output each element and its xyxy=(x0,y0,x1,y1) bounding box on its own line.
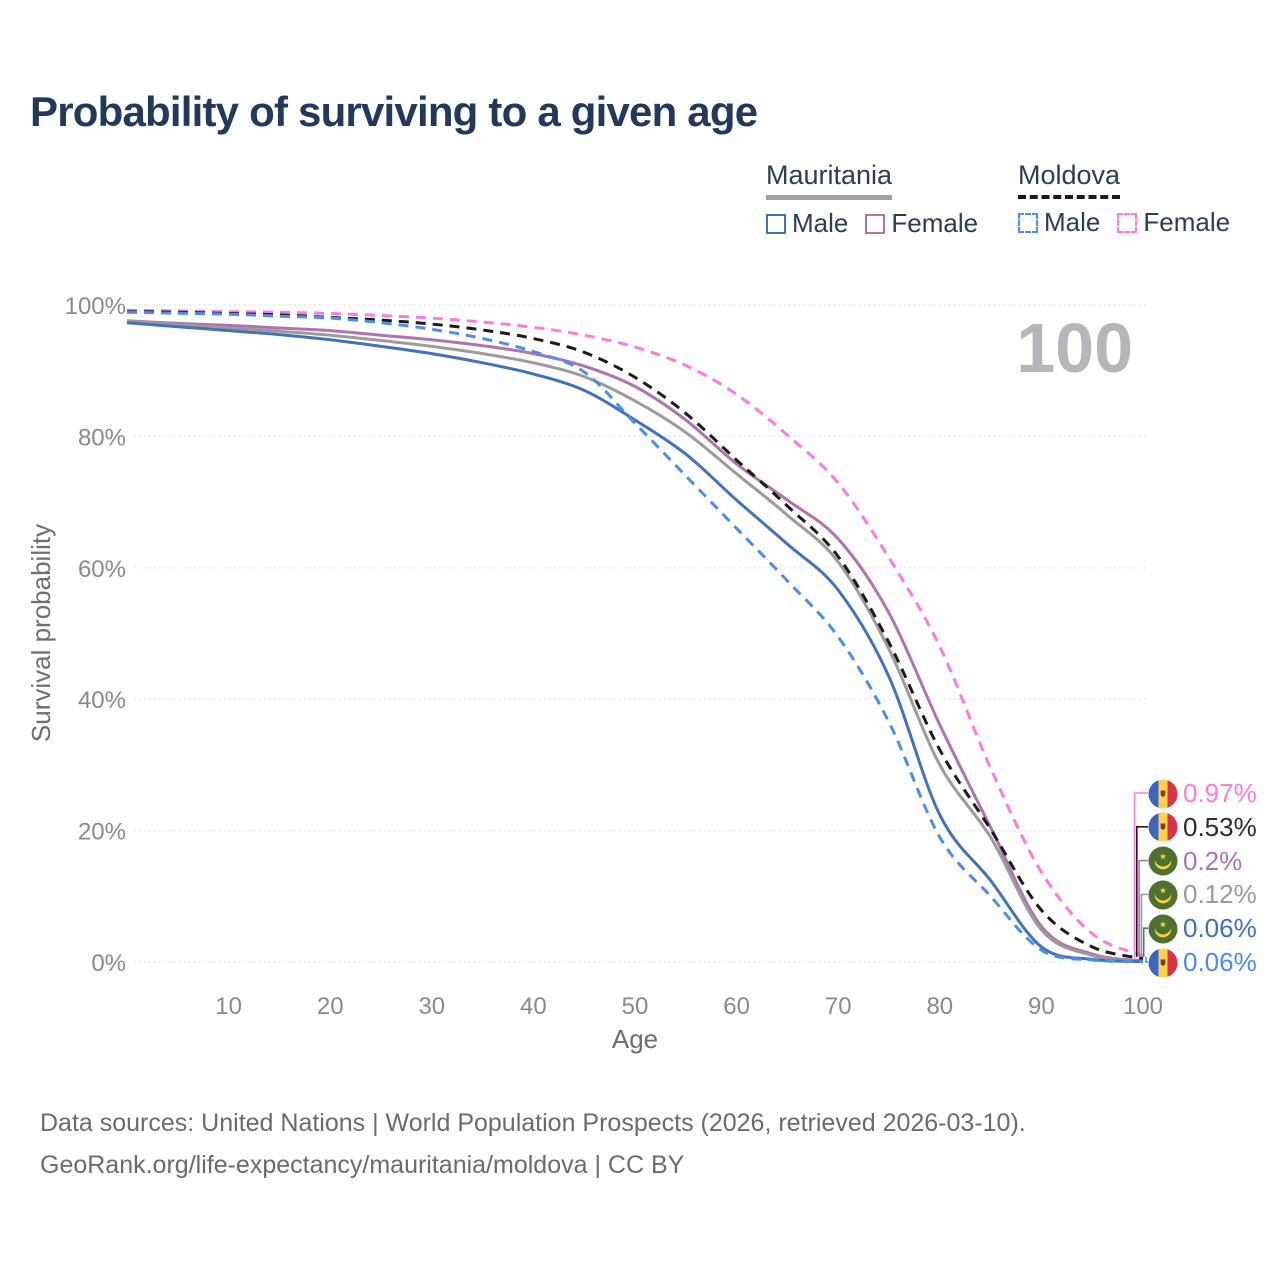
legend-group-moldova: Moldova Male Female xyxy=(1018,160,1230,238)
end-label-mauritania: 0.12% xyxy=(1148,879,1257,910)
x-tick-label: 70 xyxy=(825,993,852,1020)
y-tick-label: 0% xyxy=(91,950,126,977)
x-tick-label: 20 xyxy=(317,993,344,1020)
end-value-label: 0.2% xyxy=(1183,845,1243,876)
page-title: Probability of surviving to a given age xyxy=(30,88,758,135)
series-line-mauritania xyxy=(126,319,1144,963)
series-line-moldova-male xyxy=(126,310,1144,964)
attribution-line: GeoRank.org/life-expectancy/mauritania/m… xyxy=(40,1151,685,1179)
legend-country-label: Moldova xyxy=(1018,160,1121,199)
end-label-moldova-male: 0.06% xyxy=(1148,947,1257,978)
x-tick-label: 100 xyxy=(1123,993,1163,1020)
moldova-flag-icon xyxy=(1148,779,1178,808)
end-value-label: 0.06% xyxy=(1183,913,1257,944)
end-label-moldova-female: 0.97% xyxy=(1148,778,1257,809)
x-tick-label: 30 xyxy=(418,993,445,1020)
end-label-moldova: 0.53% xyxy=(1148,812,1257,843)
x-tick-label: 90 xyxy=(1028,993,1055,1020)
footer: Data sources: United Nations | World Pop… xyxy=(40,1102,1026,1186)
legend-item-moldova-male[interactable]: Male xyxy=(1018,207,1100,238)
legend-item-mauritania-female[interactable]: Female xyxy=(865,208,978,239)
end-label-mauritania-male: 0.06% xyxy=(1148,913,1257,944)
end-label-connector xyxy=(1136,826,1148,957)
mauritania-flag-icon xyxy=(1148,914,1178,944)
end-value-label: 0.53% xyxy=(1183,811,1257,842)
x-tick-label: 60 xyxy=(723,993,750,1020)
series-line-mauritania-female xyxy=(126,319,1144,963)
end-label-connector xyxy=(1138,859,1148,957)
x-tick-label: 80 xyxy=(926,993,953,1020)
moldova-flag-icon xyxy=(1148,948,1178,977)
legend-item-label: Female xyxy=(1143,207,1231,237)
y-axis-title: Survival probability xyxy=(26,524,56,742)
mauritania-flag-icon xyxy=(1148,846,1178,876)
legend-item-label: Male xyxy=(792,208,849,238)
legend-item-label: Female xyxy=(891,208,979,238)
end-label-connector xyxy=(1133,792,1148,957)
legend-swatch xyxy=(1117,212,1138,233)
moldova-flag-icon xyxy=(1148,812,1178,842)
x-tick-label: 40 xyxy=(520,993,547,1020)
end-label-connector xyxy=(1140,893,1148,957)
y-tick-label: 80% xyxy=(78,424,126,451)
series-line-moldova-female xyxy=(126,308,1144,958)
y-tick-label: 60% xyxy=(78,556,126,583)
legend-swatch xyxy=(865,213,886,234)
legend-swatch xyxy=(1018,212,1038,233)
series-line-moldova xyxy=(126,310,1144,960)
mauritania-flag-icon xyxy=(1148,880,1178,910)
x-tick-label: 50 xyxy=(622,993,649,1020)
legend-item-mauritania-male[interactable]: Male xyxy=(766,208,848,239)
end-value-label: 0.12% xyxy=(1183,879,1257,910)
y-tick-label: 100% xyxy=(65,293,126,320)
x-axis-title: Age xyxy=(612,1024,658,1054)
end-label-connector xyxy=(1145,957,1148,963)
end-value-label: 0.06% xyxy=(1183,947,1257,977)
y-tick-label: 40% xyxy=(78,687,126,714)
x-tick-label: 10 xyxy=(215,993,242,1020)
series-line-mauritania-male xyxy=(126,321,1144,964)
legend-country-label: Mauritania xyxy=(766,160,893,200)
legend-group-mauritania: Mauritania Male Female xyxy=(766,160,978,239)
legend-item-moldova-female[interactable]: Female xyxy=(1117,207,1230,238)
data-sources-line: Data sources: United Nations | World Pop… xyxy=(40,1109,1026,1137)
legend-item-label: Male xyxy=(1044,207,1101,237)
legend-swatch xyxy=(766,213,786,234)
end-label-connector xyxy=(1142,927,1148,957)
end-value-label: 0.97% xyxy=(1183,778,1257,808)
age-watermark: 100 xyxy=(1016,309,1133,387)
end-label-mauritania-female: 0.2% xyxy=(1148,846,1242,877)
y-tick-label: 20% xyxy=(78,819,126,846)
